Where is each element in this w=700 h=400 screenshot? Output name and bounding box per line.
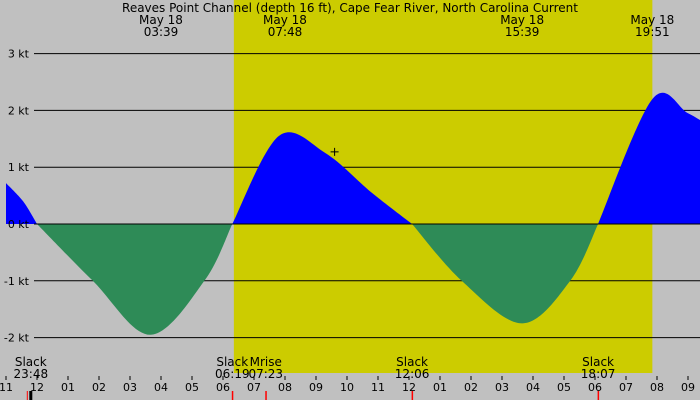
x-tick-label: 12	[30, 381, 44, 394]
x-tick-label: 05	[185, 381, 199, 394]
event-label: Slack	[396, 355, 428, 369]
y-tick-label: 3 kt	[8, 48, 30, 61]
peak-time: 07:48	[268, 25, 303, 39]
y-tick-label: 1 kt	[8, 161, 30, 174]
flood-area-0	[6, 183, 37, 224]
event-markers	[26, 391, 600, 400]
event-time: 07:23	[248, 367, 283, 381]
x-tick-label: 03	[123, 381, 137, 394]
event-label: Mrise	[250, 355, 282, 369]
event-marker	[597, 391, 600, 400]
x-tick-label: 07	[247, 381, 261, 394]
chart-title: Reaves Point Channel (depth 16 ft), Cape…	[122, 1, 578, 15]
x-tick-label: 06	[588, 381, 602, 394]
x-tick-label: 12	[402, 381, 416, 394]
x-tick-label: 09	[681, 381, 695, 394]
peak-label: May 18	[263, 13, 307, 27]
peak-label: May 18	[500, 13, 544, 27]
y-tick-label: -2 kt	[4, 332, 30, 345]
peak-label: May 18	[139, 13, 183, 27]
x-tick-label: 06	[216, 381, 230, 394]
x-tick-label: 10	[340, 381, 354, 394]
y-tick-label: 2 kt	[8, 104, 30, 117]
event-label: Slack	[216, 355, 248, 369]
flood-area-2	[232, 132, 413, 224]
y-tick-label: -1 kt	[4, 275, 30, 288]
event-marker	[265, 391, 267, 400]
event-time: 12:06	[395, 367, 430, 381]
x-tick-label: 08	[278, 381, 292, 394]
x-tick-label: 01	[61, 381, 75, 394]
x-tick-label: 11	[0, 381, 13, 394]
x-tick-label: 11	[371, 381, 385, 394]
event-marker	[231, 391, 234, 400]
x-tick-label: 03	[495, 381, 509, 394]
x-tick-label: 04	[154, 381, 168, 394]
peak-time: 03:39	[144, 25, 179, 39]
event-label: Slack	[582, 355, 614, 369]
x-tick-label: 08	[650, 381, 664, 394]
y-tick-label: 0 kt	[8, 218, 30, 231]
x-tick-label: 09	[309, 381, 323, 394]
x-tick-label: 02	[464, 381, 478, 394]
x-tick-label: 07	[619, 381, 633, 394]
x-axis-ticks: 11 12 01 02 03 04 05 06 07 08 09 10 11 12 01 02 03 04 05 06…	[0, 376, 695, 394]
event-time: 18:07	[581, 367, 616, 381]
peak-label: May 18	[630, 13, 674, 27]
ebb-area-1	[37, 224, 233, 335]
cursor	[330, 147, 339, 156]
peak-time: 19:51	[635, 25, 670, 39]
event-time: 06:19	[215, 367, 250, 381]
event-time: 23:48	[14, 367, 49, 381]
flood-area-4	[598, 92, 700, 224]
now-marker	[29, 391, 33, 400]
current-series	[6, 92, 700, 335]
x-tick-label: 01	[433, 381, 447, 394]
y-axis-labels: 3 kt 2 kt 1 kt 0 kt -1 kt -2 kt	[4, 48, 30, 345]
x-tick-label: 02	[92, 381, 106, 394]
x-tick-label: 05	[557, 381, 571, 394]
peak-time: 15:39	[505, 25, 540, 39]
ebb-area-3	[412, 224, 599, 324]
now-marker-accent	[26, 391, 28, 400]
event-marker	[411, 391, 414, 400]
event-label: Slack	[15, 355, 47, 369]
x-tick-label: 04	[526, 381, 540, 394]
